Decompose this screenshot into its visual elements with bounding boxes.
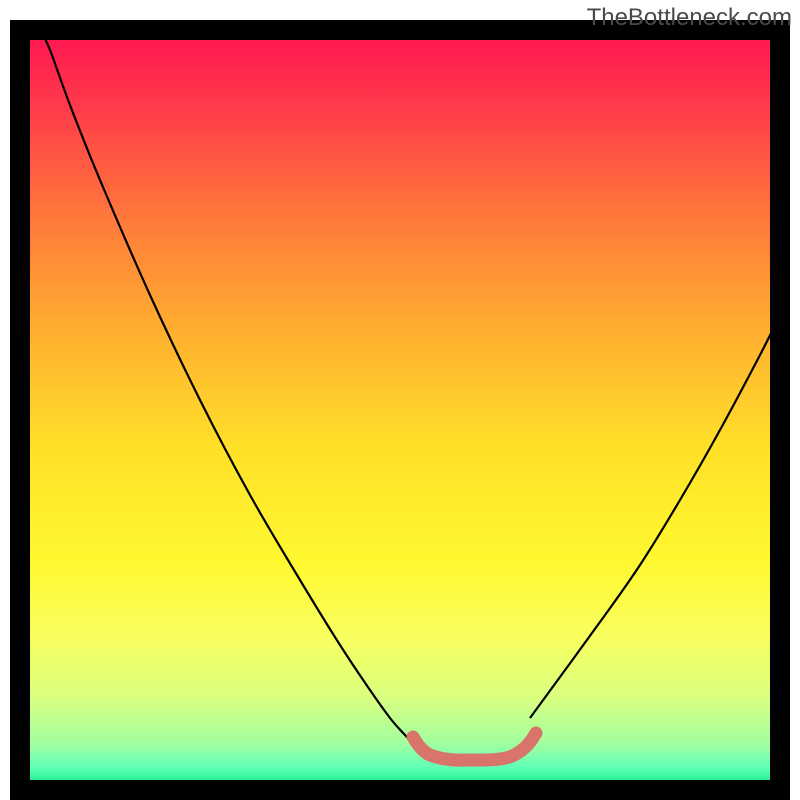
watermark-label: TheBottleneck.com [587,4,792,32]
chart-background [20,30,780,790]
bottleneck-chart: TheBottleneck.com [0,0,800,800]
chart-svg [0,0,800,800]
